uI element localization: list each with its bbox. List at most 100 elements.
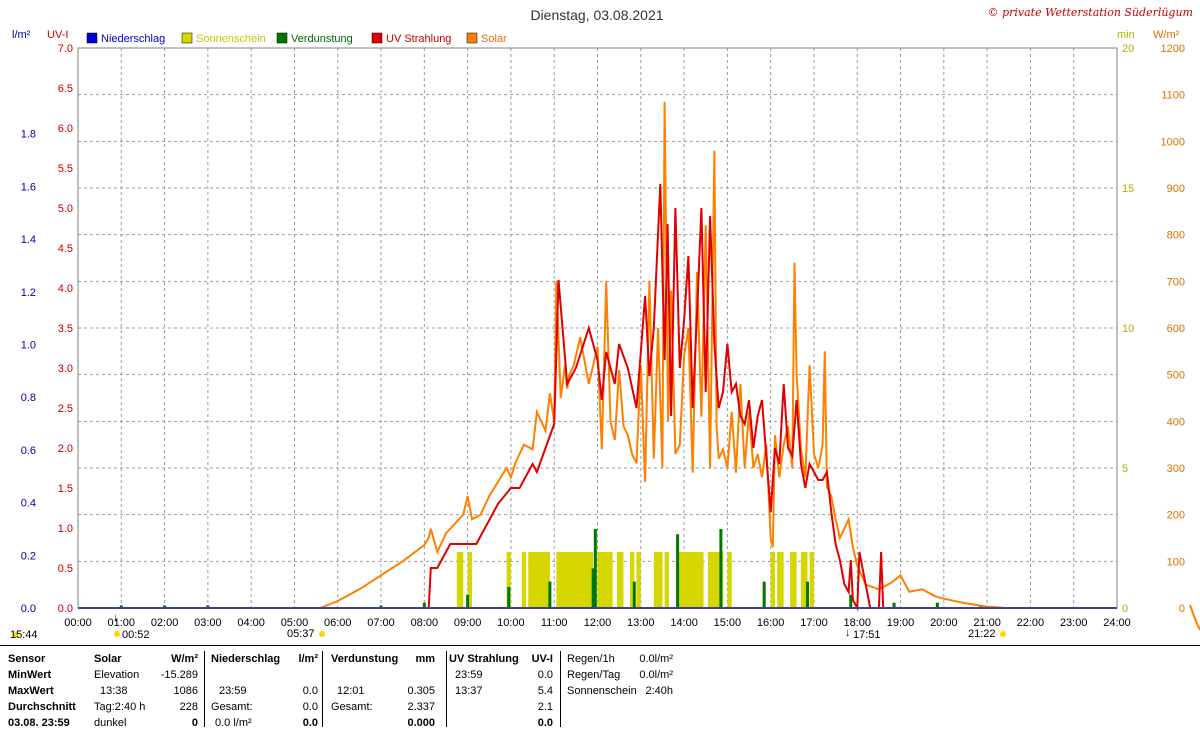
uv-tick-label: 6.0 — [58, 123, 73, 135]
solar-tick-label: 1100 — [1161, 90, 1185, 102]
x-tick-label: 11:00 — [541, 617, 568, 629]
x-tick-label: 20:00 — [930, 617, 958, 629]
min-tick-label: 15 — [1122, 183, 1134, 195]
solar-tick-label: 800 — [1167, 230, 1185, 242]
precip-tick-label: 0.2 — [21, 550, 36, 562]
precip-total-value: 0.0 — [302, 701, 318, 713]
legend-swatch-uv — [371, 32, 383, 44]
evaporation-spike — [379, 605, 383, 608]
x-tick-label: 15:00 — [714, 617, 742, 629]
uv-tick-label: 6.5 — [58, 83, 73, 95]
evap-current-value: 0.000 — [407, 717, 435, 729]
solar-tick-label: 600 — [1167, 323, 1185, 335]
sunshine-bar — [528, 552, 550, 608]
uv-tick-label: 4.0 — [58, 283, 73, 295]
stats-sensor-header: Sensor — [8, 653, 46, 665]
moonrise-time: 00:52 — [122, 629, 150, 641]
evaporation-spike — [719, 528, 723, 608]
min-tick-label: 5 — [1122, 463, 1128, 475]
uv-min-value: 0.0 — [537, 669, 553, 681]
min-tick-label: 0 — [1122, 603, 1128, 615]
evaporation-spike — [163, 605, 167, 608]
x-tick-label: 07:00 — [367, 617, 395, 629]
plot-frame — [77, 47, 1118, 609]
evaporation-spike — [762, 581, 766, 608]
sunrise-time: 05:37 — [287, 628, 315, 640]
sunshine-bar — [777, 552, 784, 608]
precip-tick-label: 0.6 — [21, 445, 36, 457]
x-tick-label: 06:00 — [324, 617, 352, 629]
sunshine-bars — [456, 552, 814, 608]
min-tick-label: 20 — [1122, 43, 1134, 55]
precip-max-value: 0.0 — [302, 685, 318, 697]
evaporation-spike — [548, 581, 552, 608]
uv-tick-label: 3.0 — [58, 363, 73, 375]
sunshine-bar — [467, 552, 472, 608]
legend-swatch-solar — [466, 32, 478, 44]
sunshine-bar — [664, 552, 669, 608]
precip-max-time: 23:59 — [219, 685, 247, 697]
solar-tick-label: 1000 — [1161, 136, 1185, 148]
precip-tick-label: 1.0 — [21, 340, 36, 352]
uv-current-value: 0.0 — [537, 717, 553, 729]
sunshine-bar — [616, 552, 624, 608]
chart-title: Dienstag, 03.08.2021 — [530, 7, 663, 23]
x-tick-label: 01:00 — [108, 617, 136, 629]
min-tick-label: 10 — [1122, 323, 1134, 335]
solar-tick-label: 100 — [1167, 556, 1185, 568]
next-day-solar-fragment — [1189, 604, 1200, 631]
precip-current-value: 0.0 — [302, 717, 318, 729]
moon-culm-icon: ↓ — [845, 627, 851, 639]
solar-tick-label: 1200 — [1161, 43, 1185, 55]
stats-current-label: 03.08. 23:59 — [8, 717, 70, 729]
chart-grid — [78, 48, 1117, 608]
sunshine-bar — [597, 552, 613, 608]
solar-series-line — [320, 101, 1005, 609]
evaporation-spike — [593, 528, 597, 608]
x-tick-label: 02:00 — [151, 617, 179, 629]
stats-precip-col: Niederschlag l/m² 23:59 0.0 Gesamt: 0.0 … — [204, 651, 320, 729]
evap-header: Verdunstung — [331, 653, 399, 665]
precip-tick-label: 0.0 — [21, 603, 36, 615]
sunshine-bar — [800, 552, 808, 608]
sunshine-bar — [653, 552, 663, 608]
evaporation-spike — [119, 605, 123, 608]
copyright-text: © private Wetterstation Süderlügum — [988, 6, 1193, 19]
solar-avg-value: 228 — [179, 701, 198, 713]
precip-tick-label: 0.4 — [21, 498, 36, 510]
sunset-icon — [1000, 631, 1006, 637]
statistics-panel: Sensor MinWert MaxWert Durchschnitt 03.0… — [0, 645, 1200, 729]
sunrise-icon — [319, 631, 325, 637]
x-tick-label: 23:00 — [1060, 617, 1088, 629]
moonset-time: 15:44 — [10, 629, 38, 641]
rain-day-value: 0.0l/m² — [639, 669, 673, 681]
precip-current-label: 0.0 l/m² — [215, 717, 252, 729]
uv-tick-label: 0.5 — [58, 563, 73, 575]
uv-unit: UV-I — [531, 653, 553, 665]
evaporation-spike — [935, 602, 939, 608]
legend-label-sonnenschein: Sonnenschein — [196, 33, 266, 45]
uv-min-time: 23:59 — [455, 669, 483, 681]
time-markers: 15:44 ↓ 00:52 05:37 ↓ 17:51 21:22 — [10, 604, 1200, 641]
stats-uv-col: UV Strahlung UV-I 23:59 0.0 13:37 5.4 2.… — [446, 651, 557, 729]
uv-tick-label: 0.0 — [58, 603, 73, 615]
evaporation-spike — [422, 602, 426, 608]
weather-chart: 00:00 01:00 02:00 03:00 04:00 05:00 06:00 07:00… — [10, 6, 1200, 641]
uv-tick-label: 7.0 — [58, 43, 73, 55]
evap-total-label: Gesamt: — [331, 701, 373, 713]
uv-header: UV Strahlung — [449, 653, 519, 665]
evaporation-spike — [507, 586, 511, 608]
x-tick-label: 03:00 — [194, 617, 222, 629]
solar-tick-label: 900 — [1167, 183, 1185, 195]
x-tick-label: 10:00 — [497, 617, 525, 629]
moon-culm-time: 17:51 — [853, 629, 881, 641]
evap-max-value: 0.305 — [407, 685, 435, 697]
sunshine-bar — [521, 552, 527, 608]
solar-unit: W/m² — [171, 653, 198, 665]
evaporation-spike — [632, 581, 636, 608]
x-tick-label: 16:00 — [757, 617, 785, 629]
stats-max-label: MaxWert — [8, 685, 54, 697]
precip-total-label: Gesamt: — [211, 701, 253, 713]
sunshine-bar — [677, 552, 704, 608]
legend-swatch-sonnenschein — [181, 32, 193, 44]
